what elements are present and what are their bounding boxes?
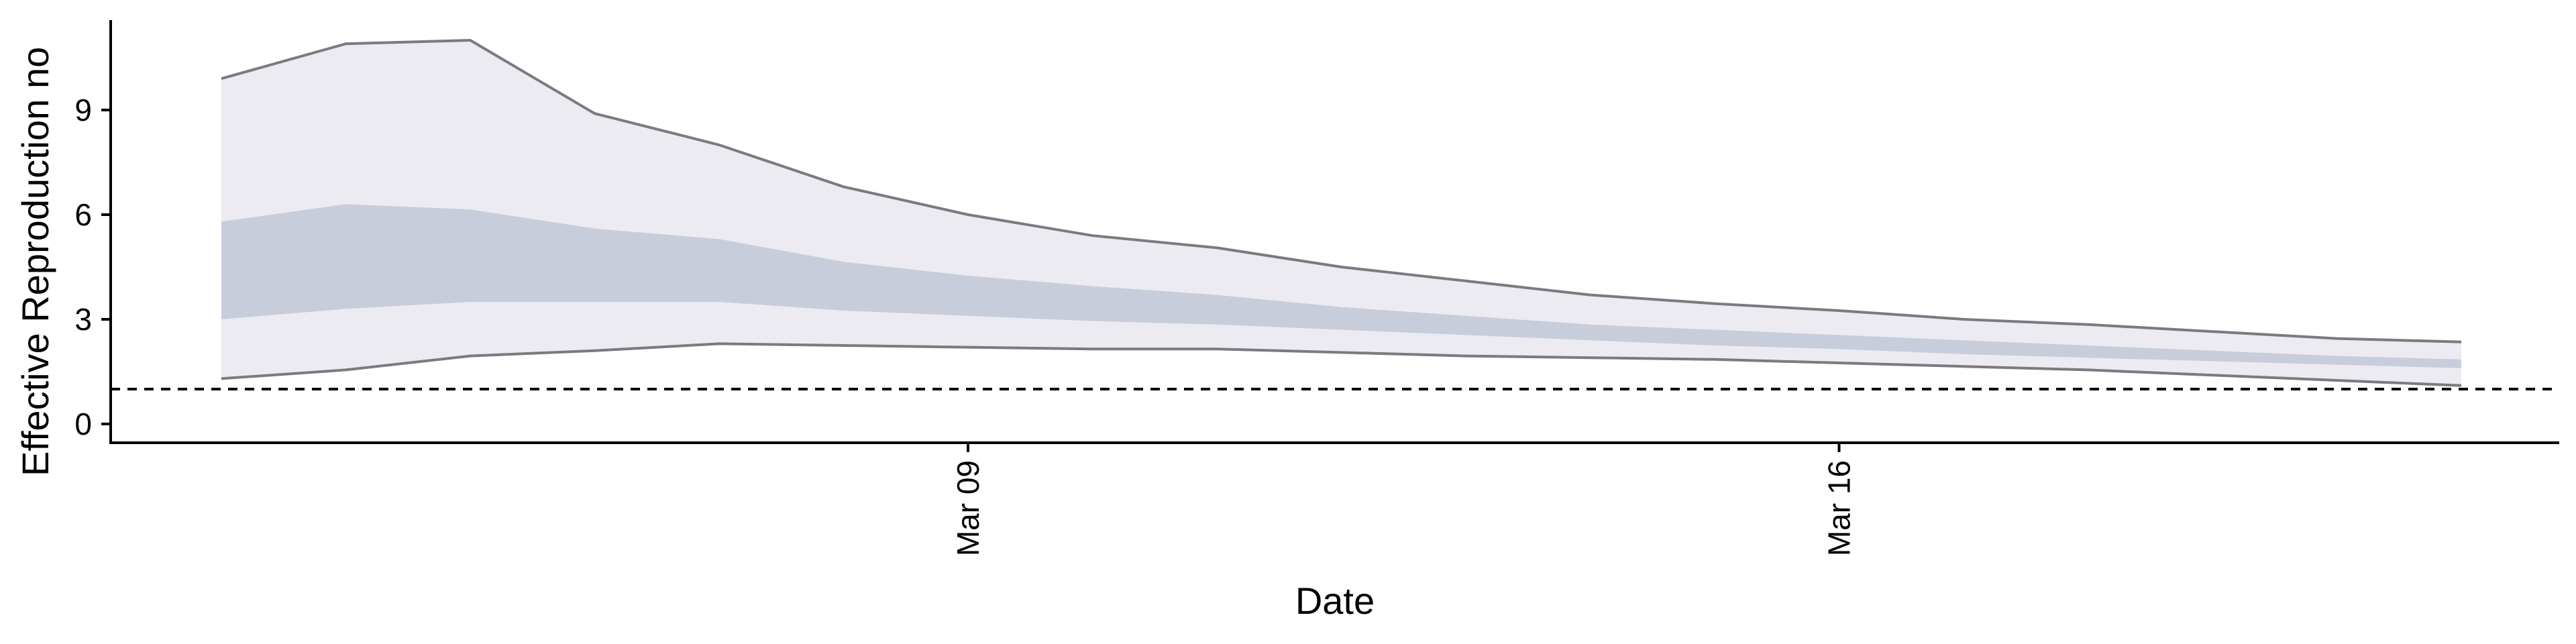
x-tick-label: Mar 16 bbox=[1822, 460, 1857, 556]
x-tick-label: Mar 09 bbox=[951, 460, 985, 556]
y-tick-label: 3 bbox=[74, 302, 92, 337]
inner-band-area bbox=[221, 204, 2461, 368]
y-tick-label: 9 bbox=[74, 93, 92, 127]
bound-lines-group bbox=[221, 38, 2462, 387]
x-ticks-group: Mar 09 Mar 16 bbox=[951, 443, 1857, 556]
y-tick-label: 0 bbox=[74, 407, 92, 441]
lower-bound-line bbox=[221, 342, 2462, 387]
y-tick-label: 6 bbox=[74, 197, 92, 232]
bands-group bbox=[221, 40, 2461, 386]
y-ticks-group: 0 3 6 9 bbox=[74, 93, 111, 441]
x-axis-title: Date bbox=[1295, 580, 1375, 622]
y-axis-title: Effective Reproduction no bbox=[14, 47, 56, 476]
upper-bound-line bbox=[221, 38, 2462, 343]
